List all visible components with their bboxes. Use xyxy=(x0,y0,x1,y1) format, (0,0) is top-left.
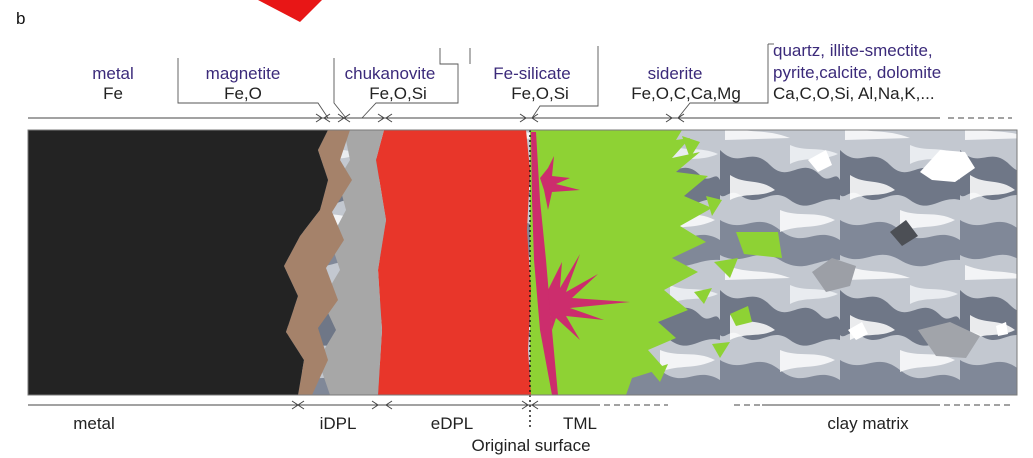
panel-label: b xyxy=(16,9,25,28)
clay-clast-grey-2 xyxy=(918,322,980,358)
siderite-fragment-2 xyxy=(706,196,722,216)
chukanovite-layer xyxy=(318,130,386,395)
top-label-chukanovite-name: chukanovite xyxy=(345,64,436,83)
siderite-fragment-7 xyxy=(650,364,668,382)
bottom-label-edpl: eDPL xyxy=(431,414,474,433)
clay-clast-dark-1 xyxy=(890,220,918,246)
bottom-label-tml: TML xyxy=(563,414,597,433)
clay-clast-white-4 xyxy=(996,322,1008,336)
top-label-clay-minerals-line2: pyrite,calcite, dolomite xyxy=(773,63,941,82)
top-label-clay-composition: Ca,C,O,Si, Al,Na,K,... xyxy=(773,84,935,103)
siderite-fragment-8 xyxy=(694,288,712,304)
siderite-fragment-3 xyxy=(736,232,782,258)
pink-crystals xyxy=(531,132,630,395)
top-label-siderite-name: siderite xyxy=(648,64,703,83)
siderite-layer xyxy=(530,130,712,395)
siderite-fragment-1 xyxy=(682,136,700,158)
siderite-fragment-5 xyxy=(730,306,752,326)
bottom-label-metal: metal xyxy=(73,414,115,433)
cross-section xyxy=(27,129,1018,428)
bottom-label-idpl: iDPL xyxy=(320,414,357,433)
top-label-metal-composition: Fe xyxy=(103,84,123,103)
siderite-fragment-6 xyxy=(712,342,730,358)
top-label-magnetite-composition: Fe,O xyxy=(224,84,262,103)
metal-layer xyxy=(28,130,328,395)
clay-clast-white-3 xyxy=(848,322,868,340)
clay-clast-white-1 xyxy=(920,150,975,182)
cross-section-frame xyxy=(27,129,1018,396)
top-label-fe-silicate-name: Fe-silicate xyxy=(493,64,570,83)
clay-clast-grey-1 xyxy=(812,258,856,292)
magnetite-layer xyxy=(284,130,352,395)
label-leader-lines xyxy=(177,43,774,119)
bottom-range-arrows xyxy=(28,400,1012,410)
top-label-fe-silicate-composition: Fe,O,Si xyxy=(511,84,569,103)
top-label-magnetite-name: magnetite xyxy=(206,64,281,83)
bottom-label-original-surface: Original surface xyxy=(471,436,590,455)
fe-silicate-layer xyxy=(376,130,531,395)
siderite-fragment-4 xyxy=(714,258,738,278)
clay-clast-white-2 xyxy=(808,150,832,172)
red-arrow-icon xyxy=(258,0,322,22)
top-range-arrows xyxy=(28,113,1012,123)
top-label-metal-name: metal xyxy=(92,64,134,83)
bottom-label-clay-matrix: clay matrix xyxy=(827,414,909,433)
top-label-clay-minerals-line1: quartz, illite-smectite, xyxy=(773,41,933,60)
top-label-siderite-composition: Fe,O,C,Ca,Mg xyxy=(631,84,741,103)
top-label-chukanovite-composition: Fe,O,Si xyxy=(369,84,427,103)
